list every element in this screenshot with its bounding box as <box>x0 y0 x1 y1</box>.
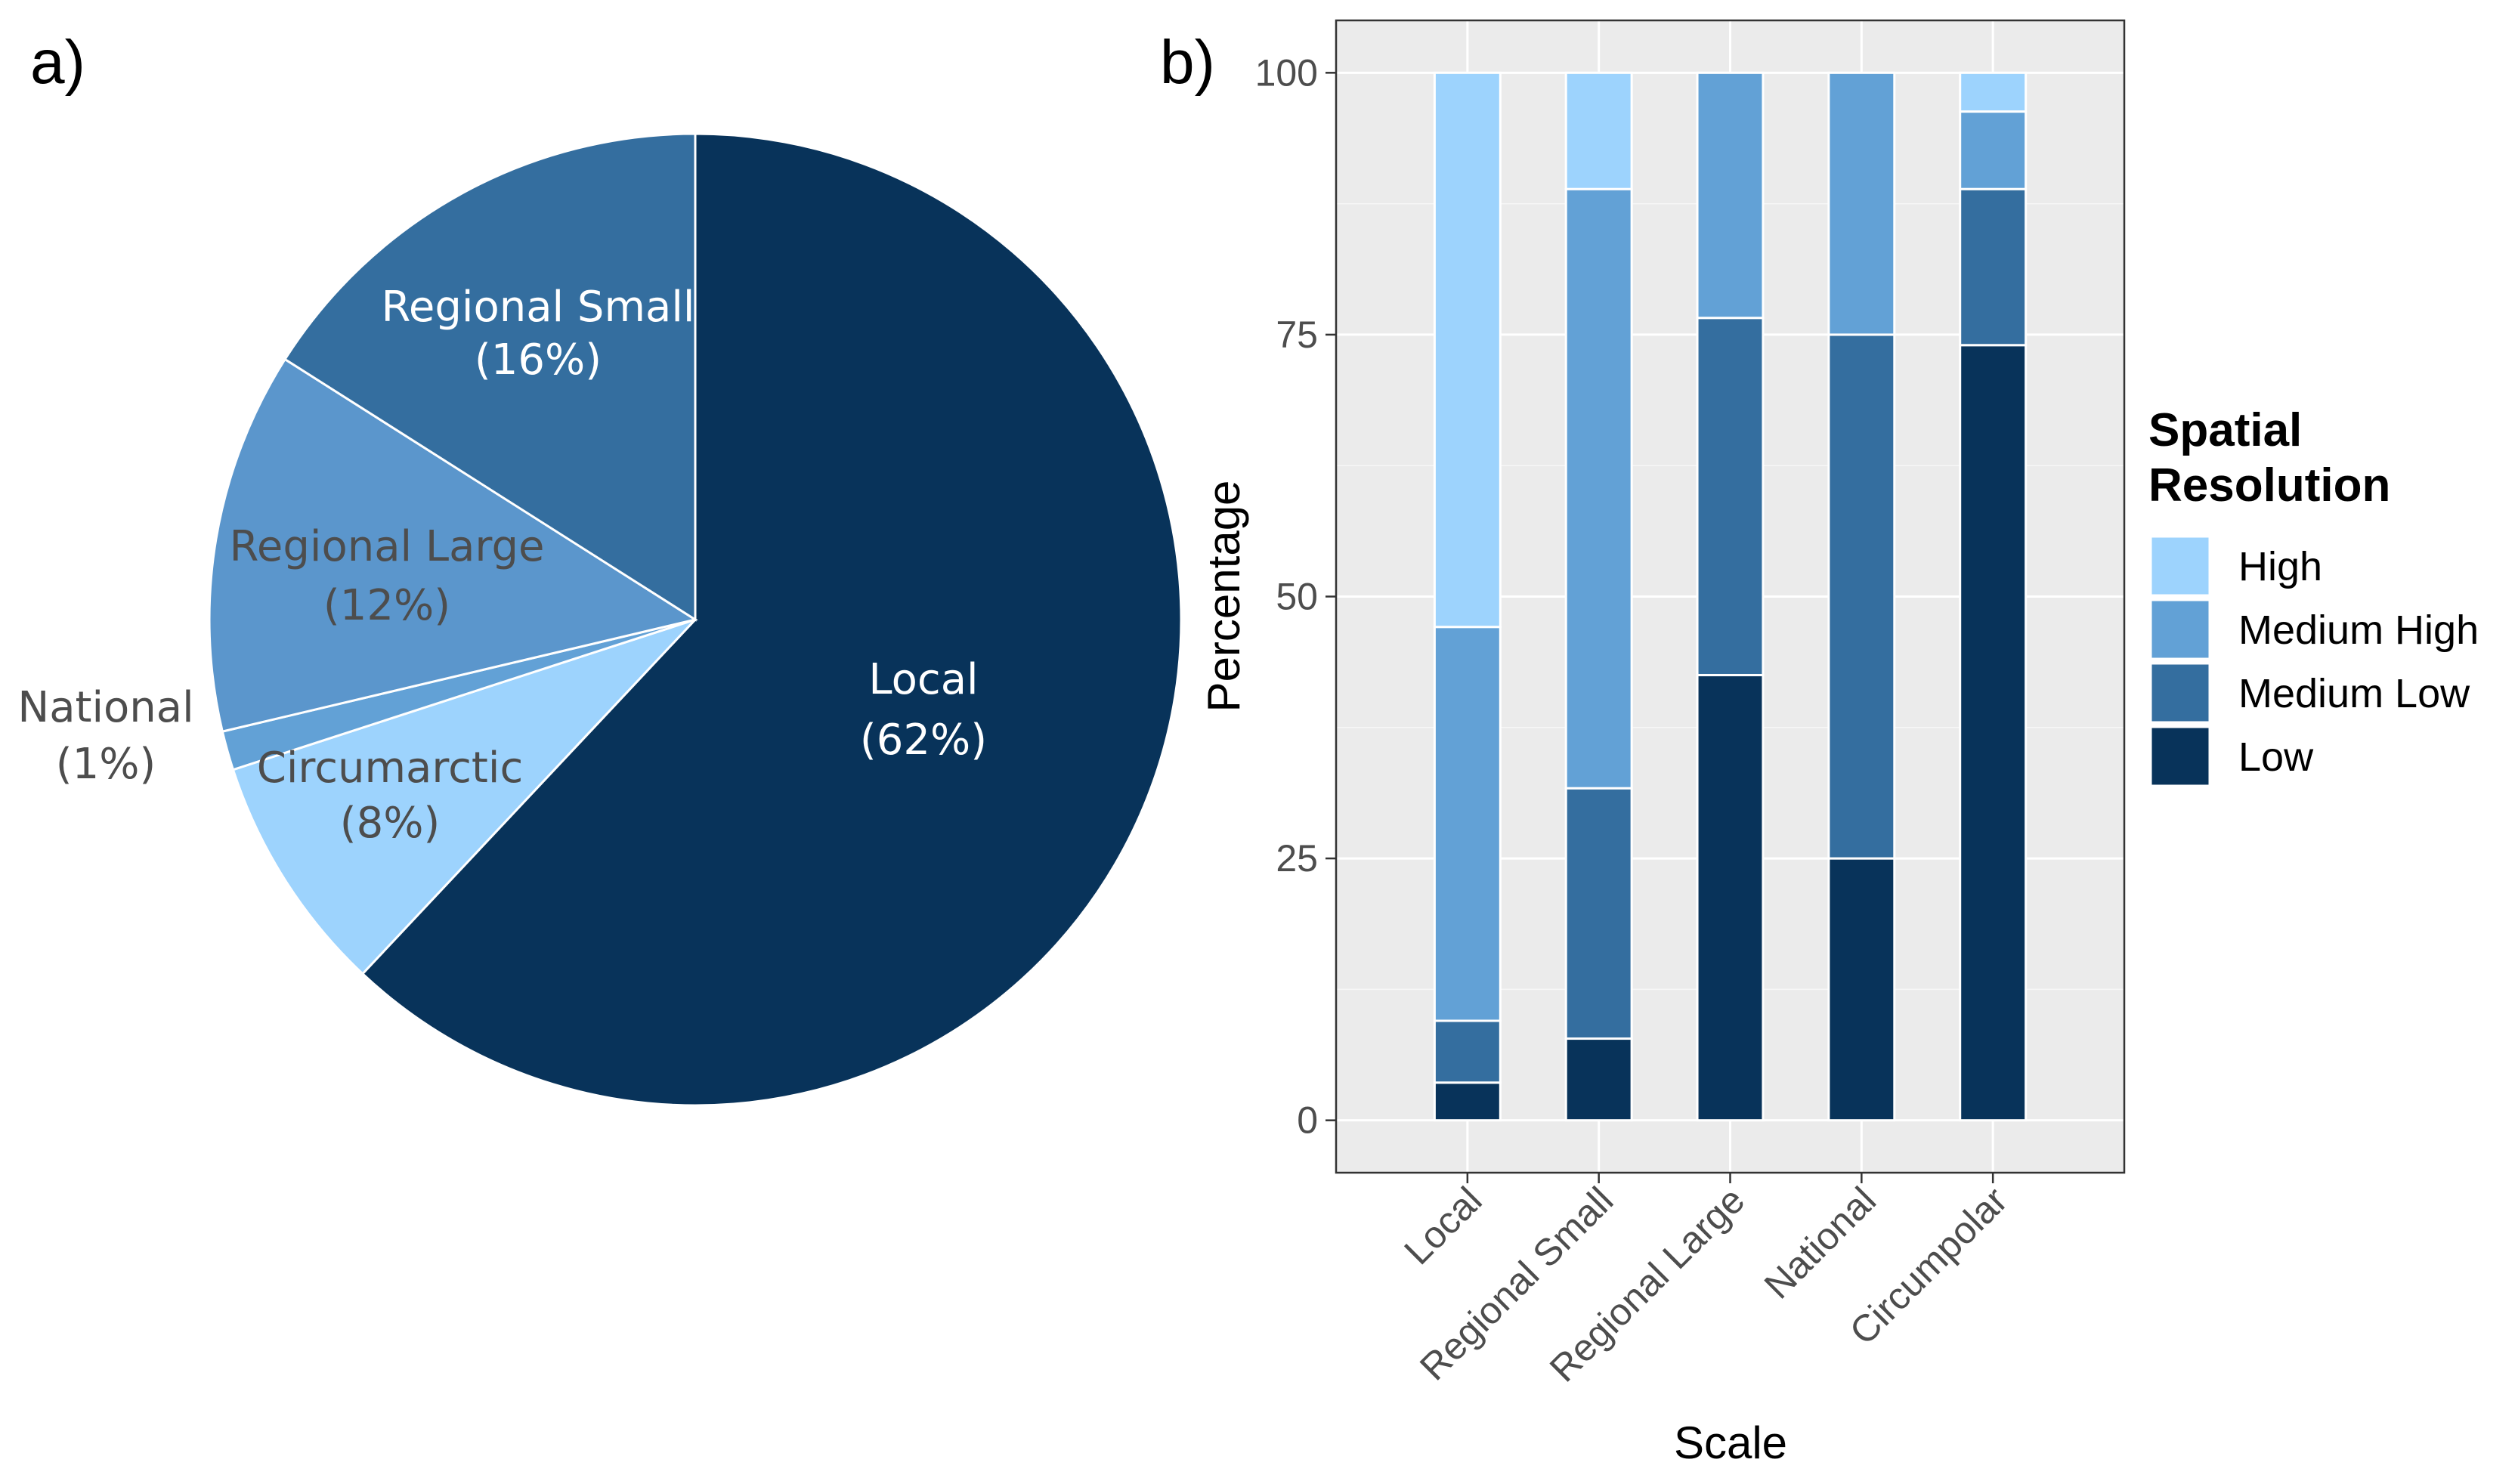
pie-pct-national: (1%) <box>56 740 156 789</box>
x-tick-label-national: National <box>1756 1179 1884 1306</box>
legend-key-medium-high <box>2149 598 2211 660</box>
legend-key-high <box>2149 535 2211 597</box>
bar-regional-large-medium-high <box>1696 71 1765 320</box>
y-tick-label: 100 <box>1255 51 1318 94</box>
pie-label-local: Local <box>868 655 978 704</box>
bar-regional-small-medium-high <box>1564 187 1633 790</box>
bar-regional-small-low <box>1564 1037 1633 1122</box>
pie-label-regional-small: Regional Small <box>382 283 695 332</box>
pie-pct-circumarctic: (8%) <box>340 799 441 848</box>
legend-title-line2: Resolution <box>2148 459 2390 512</box>
y-tick-label: 0 <box>1297 1099 1318 1142</box>
pie-pct-regional-large: (12%) <box>323 581 450 630</box>
legend-items: High Medium High Medium Low Low <box>2149 535 2479 787</box>
y-tick-label: 75 <box>1276 314 1318 356</box>
pie-chart <box>208 132 1183 1107</box>
pie-labels: Local (62%) Circumarctic (8%) National (… <box>17 283 987 848</box>
pie-slice-local <box>360 132 1183 1107</box>
pie-pct-regional-small: (16%) <box>475 335 602 385</box>
panel-label-a: a) <box>30 28 85 97</box>
legend-label-low: Low <box>2238 734 2314 780</box>
x-tick-label-local: Local <box>1396 1179 1489 1272</box>
pie-pct-local: (62%) <box>860 716 987 765</box>
legend-key-medium-low <box>2149 662 2211 724</box>
bar-circumpolar-medium-high <box>1959 110 2028 190</box>
legend-label-high: High <box>2238 544 2322 589</box>
bar-local-medium-low <box>1433 1019 1502 1084</box>
legend-title-line1: Spatial <box>2148 404 2302 456</box>
pie-slice-circumarctic <box>231 618 697 975</box>
legend-label-medium-low: Medium Low <box>2238 671 2470 716</box>
bar-national-low <box>1827 857 1896 1122</box>
bar-circumpolar-high <box>1959 71 2028 113</box>
pie-slice-regional-small <box>283 132 697 622</box>
y-tick-label: 50 <box>1276 576 1318 618</box>
pie-slice-regional-large <box>208 357 698 733</box>
legend-key-low <box>2149 725 2211 787</box>
panel-label-b: b) <box>1160 28 1215 97</box>
legend: Spatial Resolution High Medium High Medium… <box>2148 404 2479 787</box>
y-axis: 0 25 50 75 100 <box>1255 51 1336 1142</box>
bars <box>1433 71 2028 1122</box>
pie-label-national: National <box>17 683 193 732</box>
bar-local-high <box>1433 71 1502 629</box>
bar-regional-small-high <box>1564 71 1633 190</box>
x-axis-title: Scale <box>1674 1418 1787 1468</box>
bar-national-medium-low <box>1827 333 1896 860</box>
bar-regional-large-low <box>1696 673 1765 1122</box>
bar-local-low <box>1433 1081 1502 1122</box>
bar-local-medium-high <box>1433 626 1502 1022</box>
bar-circumpolar-low <box>1959 344 2028 1122</box>
y-axis-title: Percentage <box>1199 481 1249 713</box>
legend-label-medium-high: Medium High <box>2238 608 2479 653</box>
y-tick-label: 25 <box>1276 837 1318 880</box>
bar-circumpolar-medium-low <box>1959 187 2028 347</box>
bar-regional-large-medium-low <box>1696 317 1765 676</box>
pie-label-circumarctic: Circumarctic <box>257 744 524 793</box>
bar-national-medium-high <box>1827 71 1896 336</box>
pie-label-regional-large: Regional Large <box>230 522 545 571</box>
bar-regional-small-medium-low <box>1564 787 1633 1040</box>
